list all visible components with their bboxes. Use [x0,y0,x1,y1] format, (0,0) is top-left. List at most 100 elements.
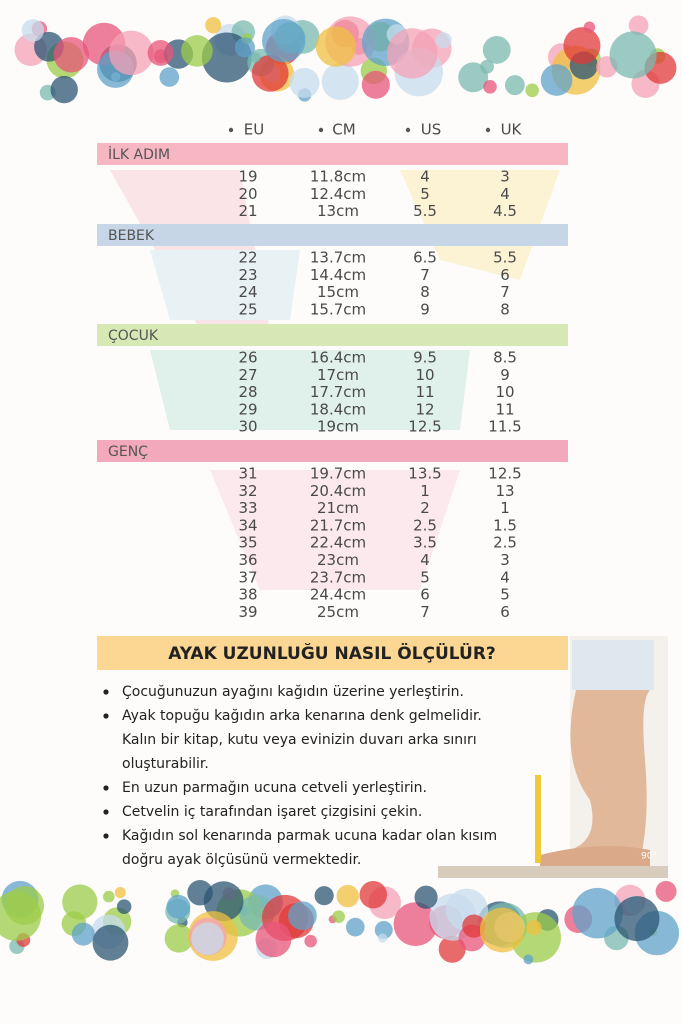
dot [321,62,359,101]
cell: 11 [415,383,434,401]
dot [525,83,539,98]
dot [482,35,511,64]
cell: 4.5 [493,202,517,220]
dot [114,887,126,899]
dot [166,894,191,919]
dot [288,901,317,930]
guide-title-box [97,636,568,670]
section-title: BEBEK [108,228,155,244]
cell: 6 [500,603,510,621]
cell: 21 [238,202,257,220]
cell: 4 [500,568,510,586]
cell: 30 [238,418,257,436]
cell: 6 [420,586,430,604]
cell: 3.5 [413,534,437,552]
dot [377,933,388,943]
cell: 36 [238,551,257,569]
list-item: Ayak topuğu kağıdın arka kenarına denk g… [122,708,482,724]
cell: 7 [500,283,510,301]
cell: 10 [415,366,434,384]
cell: 13 [495,482,514,500]
bullet [405,127,411,133]
dot [71,922,95,946]
dot [435,32,452,49]
cell: 12.4cm [310,185,366,203]
cell: 14.4cm [310,266,366,284]
dot [387,28,438,79]
section-bar [97,224,568,246]
dot [92,924,129,961]
cell: 26 [238,349,257,367]
cell: 11.8cm [310,168,366,186]
dot [359,880,388,909]
dot [205,17,222,34]
column-header: US [421,121,442,139]
dot [234,37,256,58]
cell: 2.5 [413,516,437,534]
cell: 24 [238,283,257,301]
dot [563,27,601,65]
dot [332,910,346,924]
cell: 19.7cm [310,465,366,483]
cell: 25cm [317,603,359,621]
list-item: Kalın bir kitap, kutu veya evinizin duva… [122,732,477,748]
bullet [103,689,109,695]
cell: 23.7cm [310,568,366,586]
column-header: UK [501,121,523,139]
cell: 1 [500,499,510,517]
cell: 39 [238,603,257,621]
dot [102,890,115,903]
dot [251,55,289,92]
column-header: EU [244,121,264,139]
dot [262,19,306,63]
dot [164,924,194,953]
cell: 2 [420,499,430,517]
photo-label: 90° [641,852,657,862]
cell: 25 [238,300,257,318]
table-background [110,170,560,590]
dot [116,899,132,914]
dot [53,37,90,73]
section-bar [97,440,568,462]
dot [159,67,180,87]
cell: 21cm [317,499,359,517]
guide-title: AYAK UZUNLUĞU NASIL ÖLÇÜLÜR? [168,642,496,664]
cell: 3 [500,551,510,569]
bullet [103,785,109,791]
cell: 24.4cm [310,586,366,604]
dot [628,15,649,36]
cell: 4 [420,168,430,186]
cell: 15cm [317,283,359,301]
cell: 1.5 [493,516,517,534]
dot [614,896,660,942]
photo: 90° [438,636,668,878]
cell: 17cm [317,366,359,384]
dot [147,40,174,66]
dot [314,886,334,906]
dot [479,907,525,953]
list-item: doğru ayak ölçüsünü vermektedir. [122,852,361,868]
list-item: oluşturabilir. [122,756,209,772]
cell: 2.5 [493,534,517,552]
cell: 12 [415,400,434,418]
cell: 13.5 [408,465,441,483]
cell: 4 [420,551,430,569]
bullet [318,127,324,133]
dot [336,884,359,908]
section-bar [97,143,568,165]
dot [583,21,596,33]
cell: 13.7cm [310,249,366,267]
dot [21,19,45,42]
cell: 8 [500,300,510,318]
section-title: GENÇ [108,444,148,460]
cell: 6.5 [413,249,437,267]
dot [345,917,365,937]
dot [191,922,224,956]
column-header: CM [332,121,355,139]
cell: 12.5 [488,465,521,483]
cell: 7 [420,266,430,284]
cell: 8.5 [493,349,517,367]
decoration [0,15,680,965]
bullet [228,127,234,133]
